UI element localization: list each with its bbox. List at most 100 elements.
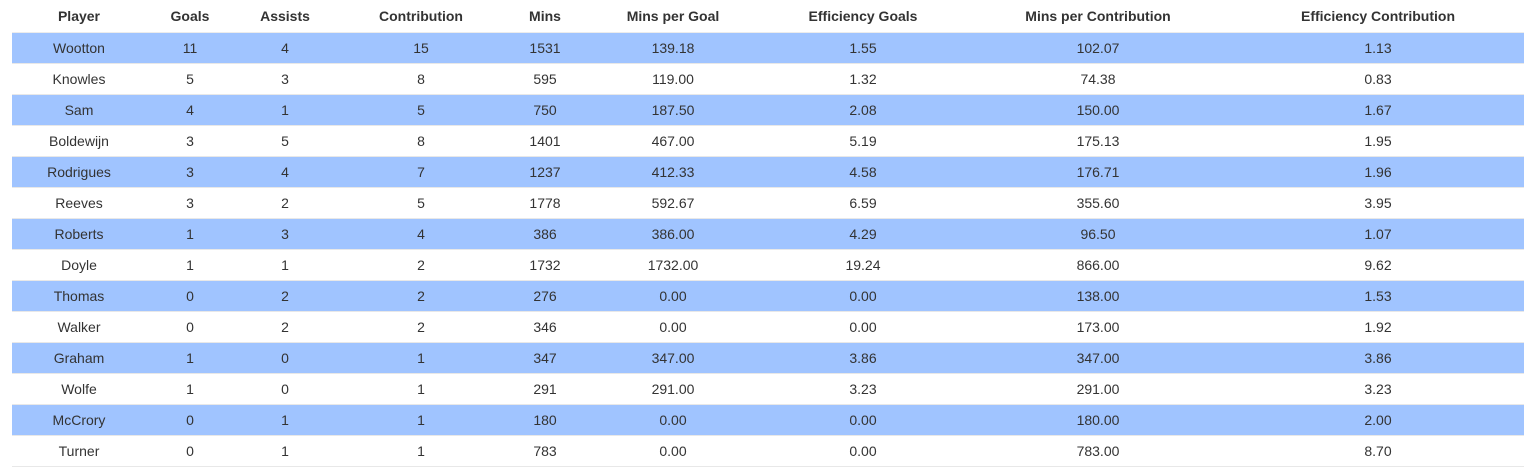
table-row: Thomas 0 2 2 276 0.00 0.00 138.00 1.53 [12,280,1524,312]
cell-mins-per-goal: 386.00 [584,218,762,250]
cell-mins: 276 [506,280,584,312]
cell-mins: 595 [506,63,584,95]
cell-assists: 2 [234,187,336,219]
cell-goals: 11 [146,32,234,64]
column-header-mins[interactable]: Mins [506,0,584,33]
cell-mins: 750 [506,94,584,126]
cell-contribution: 8 [336,63,506,95]
column-header-efficiency-goals[interactable]: Efficiency Goals [762,0,964,33]
cell-efficiency-contribution: 1.67 [1232,94,1524,126]
cell-contribution: 2 [336,249,506,281]
cell-goals: 0 [146,435,234,467]
table-header: Player Goals Assists Contribution Mins M… [12,0,1524,33]
cell-mins-per-contribution: 102.07 [964,32,1232,64]
cell-assists: 2 [234,311,336,343]
cell-mins-per-goal: 187.50 [584,94,762,126]
cell-contribution: 1 [336,373,506,405]
cell-mins-per-contribution: 347.00 [964,342,1232,374]
cell-assists: 5 [234,125,336,157]
cell-contribution: 1 [336,404,506,436]
cell-mins-per-contribution: 150.00 [964,94,1232,126]
table-body: Wootton 11 4 15 1531 139.18 1.55 102.07 1.13 Know… [12,32,1524,467]
column-header-mins-per-goal[interactable]: Mins per Goal [584,0,762,33]
cell-contribution: 15 [336,32,506,64]
cell-mins-per-contribution: 173.00 [964,311,1232,343]
cell-mins-per-goal: 347.00 [584,342,762,374]
table-row: Sam 4 1 5 750 187.50 2.08 150.00 1.67 [12,94,1524,126]
cell-player: Doyle [12,249,146,281]
cell-goals: 5 [146,63,234,95]
column-header-mins-per-contribution[interactable]: Mins per Contribution [964,0,1232,33]
cell-mins: 386 [506,218,584,250]
cell-goals: 1 [146,249,234,281]
cell-efficiency-goals: 4.29 [762,218,964,250]
cell-efficiency-goals: 3.86 [762,342,964,374]
cell-goals: 0 [146,280,234,312]
column-header-efficiency-contribution[interactable]: Efficiency Contribution [1232,0,1524,33]
cell-mins: 1778 [506,187,584,219]
cell-goals: 1 [146,218,234,250]
cell-mins-per-contribution: 291.00 [964,373,1232,405]
cell-mins-per-contribution: 175.13 [964,125,1232,157]
column-header-assists[interactable]: Assists [234,0,336,33]
cell-assists: 0 [234,373,336,405]
cell-assists: 4 [234,32,336,64]
cell-efficiency-contribution: 1.95 [1232,125,1524,157]
cell-mins: 1531 [506,32,584,64]
cell-contribution: 4 [336,218,506,250]
cell-contribution: 2 [336,311,506,343]
cell-player: Turner [12,435,146,467]
cell-assists: 1 [234,435,336,467]
cell-goals: 4 [146,94,234,126]
player-stats-table-container: Player Goals Assists Contribution Mins M… [12,0,1524,467]
table-row: Wolfe 1 0 1 291 291.00 3.23 291.00 3.23 [12,373,1524,405]
cell-efficiency-goals: 0.00 [762,435,964,467]
cell-efficiency-goals: 1.32 [762,63,964,95]
cell-efficiency-goals: 4.58 [762,156,964,188]
cell-mins-per-goal: 291.00 [584,373,762,405]
cell-goals: 3 [146,156,234,188]
cell-contribution: 5 [336,187,506,219]
cell-mins: 1401 [506,125,584,157]
cell-assists: 3 [234,218,336,250]
column-header-contribution[interactable]: Contribution [336,0,506,33]
cell-mins-per-goal: 139.18 [584,32,762,64]
table-row: McCrory 0 1 1 180 0.00 0.00 180.00 2.00 [12,404,1524,436]
cell-player: Wootton [12,32,146,64]
cell-mins: 180 [506,404,584,436]
cell-goals: 0 [146,404,234,436]
table-row: Walker 0 2 2 346 0.00 0.00 173.00 1.92 [12,311,1524,343]
cell-goals: 3 [146,125,234,157]
cell-efficiency-goals: 0.00 [762,280,964,312]
table-row: Turner 0 1 1 783 0.00 0.00 783.00 8.70 [12,435,1524,467]
column-header-player[interactable]: Player [12,0,146,33]
table-row: Doyle 1 1 2 1732 1732.00 19.24 866.00 9.62 [12,249,1524,281]
column-header-goals[interactable]: Goals [146,0,234,33]
cell-efficiency-contribution: 3.95 [1232,187,1524,219]
table-row: Knowles 5 3 8 595 119.00 1.32 74.38 0.83 [12,63,1524,95]
cell-efficiency-contribution: 9.62 [1232,249,1524,281]
cell-assists: 1 [234,94,336,126]
table-row: Boldewijn 3 5 8 1401 467.00 5.19 175.13 1.95 [12,125,1524,157]
cell-efficiency-goals: 3.23 [762,373,964,405]
cell-mins: 1732 [506,249,584,281]
table-row: Graham 1 0 1 347 347.00 3.86 347.00 3.86 [12,342,1524,374]
cell-efficiency-goals: 2.08 [762,94,964,126]
cell-efficiency-contribution: 1.92 [1232,311,1524,343]
cell-contribution: 5 [336,94,506,126]
cell-mins: 291 [506,373,584,405]
cell-goals: 3 [146,187,234,219]
cell-efficiency-goals: 0.00 [762,311,964,343]
cell-efficiency-contribution: 2.00 [1232,404,1524,436]
cell-player: Wolfe [12,373,146,405]
cell-efficiency-contribution: 8.70 [1232,435,1524,467]
cell-mins-per-goal: 1732.00 [584,249,762,281]
cell-efficiency-goals: 5.19 [762,125,964,157]
cell-contribution: 7 [336,156,506,188]
cell-goals: 0 [146,311,234,343]
cell-efficiency-contribution: 1.07 [1232,218,1524,250]
cell-mins-per-goal: 0.00 [584,311,762,343]
cell-contribution: 8 [336,125,506,157]
player-stats-table: Player Goals Assists Contribution Mins M… [12,0,1524,467]
cell-player: McCrory [12,404,146,436]
